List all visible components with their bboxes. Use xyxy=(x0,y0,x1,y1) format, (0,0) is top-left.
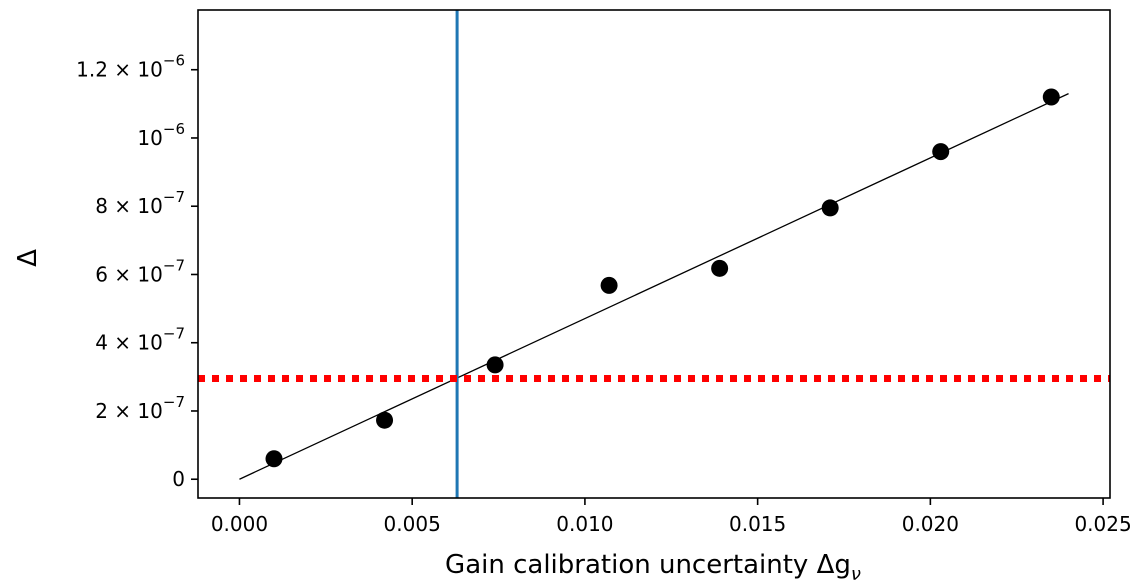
data-point xyxy=(376,411,394,429)
data-point xyxy=(1042,88,1060,106)
y-tick-exponent: −6 xyxy=(163,120,185,138)
y-tick-label: 2 × 10−7 xyxy=(95,393,185,423)
data-point xyxy=(711,259,729,277)
y-tick-label: 6 × 10−7 xyxy=(95,256,185,286)
y-axis: 02 × 10−74 × 10−76 × 10−78 × 10−710−61.2… xyxy=(76,52,198,491)
y-tick-mantissa: 4 × 10 xyxy=(95,331,163,355)
x-tick-label: 0.000 xyxy=(211,512,268,536)
y-tick-exponent: −7 xyxy=(163,256,185,274)
y-tick-label: 1.2 × 10−6 xyxy=(76,52,185,82)
plot-area xyxy=(198,10,1110,498)
data-point xyxy=(486,356,504,374)
x-tick-label: 0.010 xyxy=(556,512,613,536)
data-point xyxy=(265,450,283,468)
y-tick-mantissa: 2 × 10 xyxy=(95,399,163,423)
y-axis-label: Δ xyxy=(13,249,43,267)
x-tick-label: 0.025 xyxy=(1074,512,1131,536)
y-tick-label: 0 xyxy=(172,467,185,491)
y-tick-exponent: −6 xyxy=(163,52,185,70)
data-point xyxy=(600,276,618,294)
x-tick-label: 0.015 xyxy=(729,512,786,536)
y-tick-mantissa: 10 xyxy=(137,126,162,150)
x-axis-label-subscript: ν xyxy=(851,564,861,582)
y-tick-label: 4 × 10−7 xyxy=(95,325,185,355)
x-tick-label: 0.005 xyxy=(384,512,441,536)
y-tick-exponent: −7 xyxy=(163,393,185,411)
y-tick-mantissa: 1.2 × 10 xyxy=(76,58,163,82)
x-axis-label-text: Gain calibration uncertainty Δg xyxy=(445,550,851,580)
plot-frame xyxy=(197,9,1111,499)
x-axis-label: Gain calibration uncertainty Δgν xyxy=(445,550,861,582)
fit-line xyxy=(239,93,1069,480)
y-tick-exponent: −7 xyxy=(163,325,185,343)
y-tick-exponent: −7 xyxy=(163,188,185,206)
x-axis: 0.000 0.005 0.010 0.015 0.020 0.025 xyxy=(211,498,1132,536)
x-tick-label: 0.020 xyxy=(902,512,959,536)
data-point xyxy=(821,199,839,217)
y-tick-label: 8 × 10−7 xyxy=(95,188,185,218)
y-tick-mantissa: 8 × 10 xyxy=(95,194,163,218)
y-tick-label: 10−6 xyxy=(137,120,185,150)
data-point xyxy=(932,143,950,161)
y-tick-mantissa: 6 × 10 xyxy=(95,262,163,286)
y-tick-mantissa: 0 xyxy=(172,467,185,491)
